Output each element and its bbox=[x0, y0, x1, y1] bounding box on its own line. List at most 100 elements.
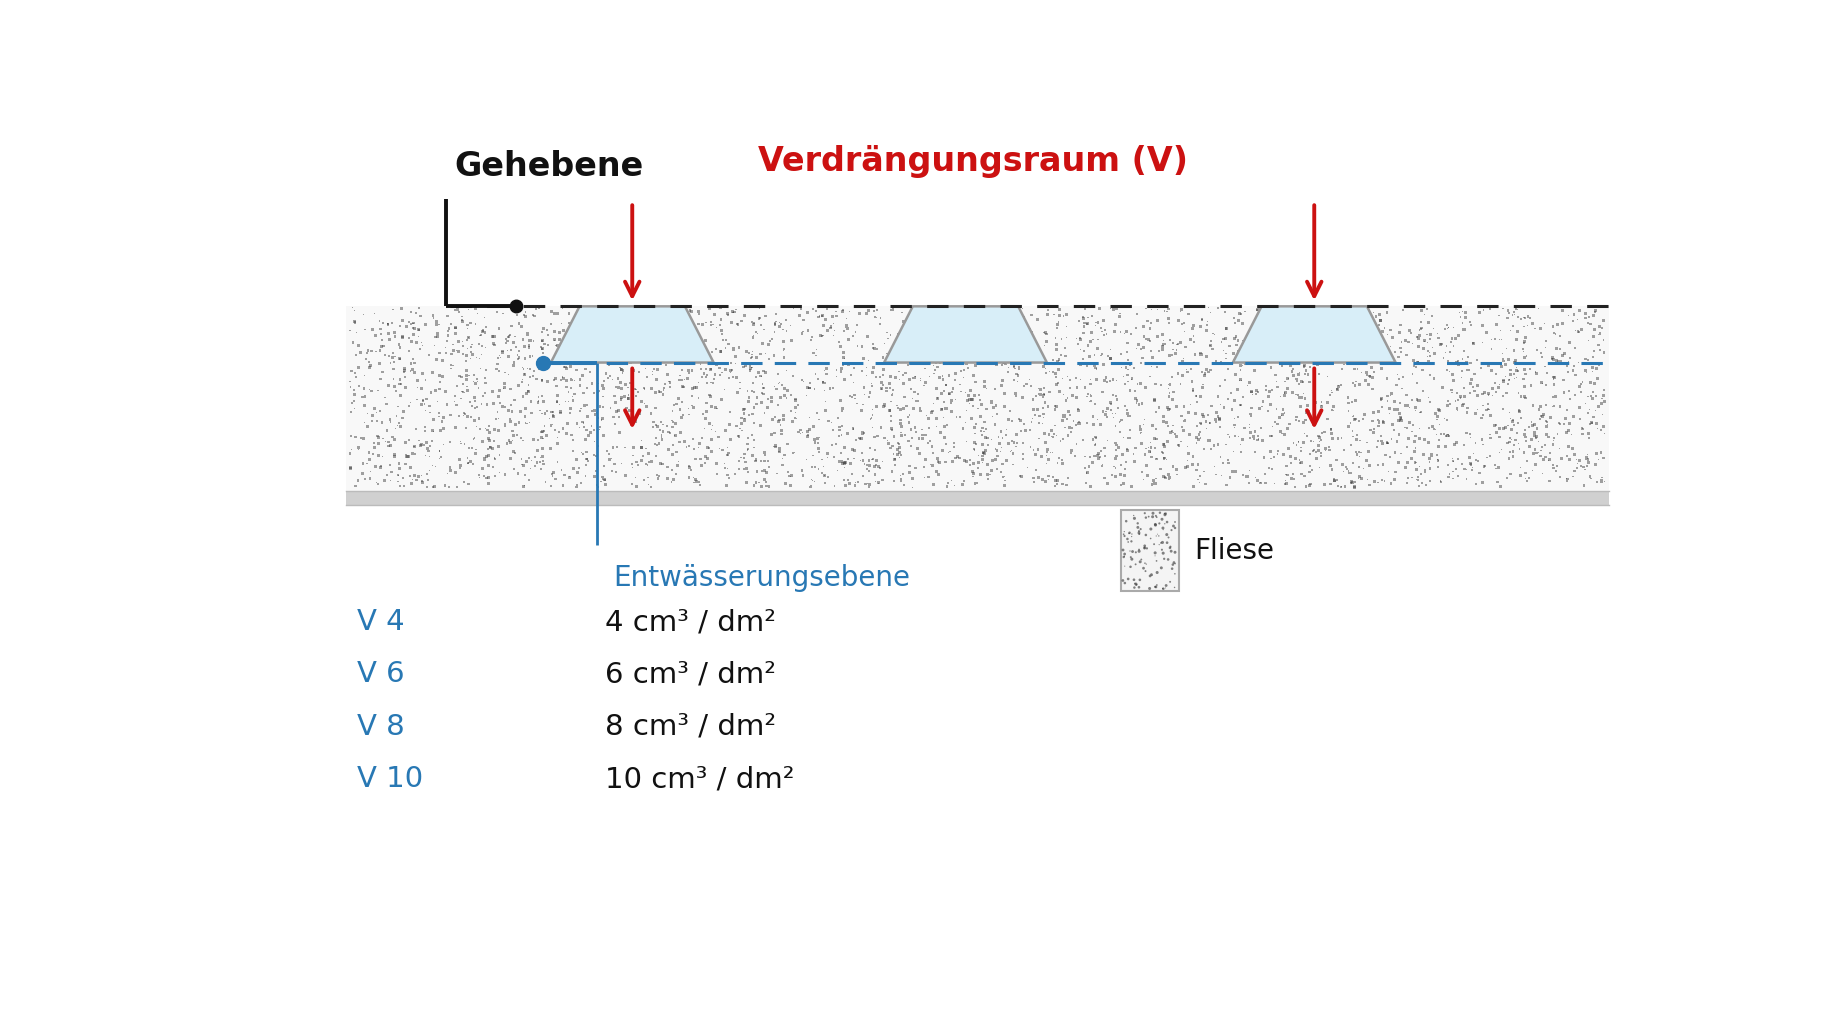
Point bbox=[1253, 402, 1282, 419]
Point bbox=[855, 389, 884, 406]
Point bbox=[941, 325, 970, 342]
Point bbox=[730, 449, 759, 465]
Point bbox=[447, 376, 477, 392]
Point bbox=[506, 319, 536, 335]
Point bbox=[1047, 347, 1077, 363]
Point bbox=[1188, 408, 1218, 424]
Point bbox=[1313, 424, 1342, 441]
Point bbox=[1084, 450, 1113, 466]
Point bbox=[1539, 391, 1568, 408]
Point bbox=[603, 453, 633, 470]
Point bbox=[809, 382, 838, 398]
Point bbox=[1062, 369, 1091, 386]
Point bbox=[801, 342, 831, 358]
Point bbox=[1067, 327, 1097, 344]
Point bbox=[1124, 541, 1154, 557]
Point bbox=[746, 453, 776, 470]
Point bbox=[550, 358, 580, 375]
Point bbox=[1286, 322, 1315, 338]
Point bbox=[684, 328, 713, 345]
Point bbox=[616, 370, 646, 387]
Point bbox=[1486, 376, 1515, 392]
Point bbox=[1100, 316, 1130, 332]
Point bbox=[556, 348, 585, 364]
Point bbox=[1073, 347, 1102, 363]
Point bbox=[512, 326, 541, 343]
Point bbox=[987, 423, 1016, 440]
Point bbox=[350, 434, 380, 451]
Point bbox=[365, 342, 394, 358]
Point bbox=[1082, 315, 1111, 331]
Point bbox=[1410, 461, 1440, 478]
Point bbox=[1519, 397, 1548, 414]
Point bbox=[1181, 443, 1210, 459]
Point bbox=[970, 443, 1000, 459]
Point bbox=[690, 365, 719, 382]
Point bbox=[644, 383, 673, 399]
Point bbox=[600, 346, 629, 362]
Point bbox=[884, 421, 913, 438]
Point bbox=[1141, 517, 1170, 534]
Point bbox=[1242, 300, 1271, 317]
Point bbox=[416, 438, 446, 454]
Point bbox=[1498, 437, 1528, 453]
Point bbox=[1159, 554, 1188, 571]
Point bbox=[1007, 321, 1036, 337]
FancyBboxPatch shape bbox=[1121, 511, 1179, 591]
Point bbox=[1064, 414, 1093, 430]
Point bbox=[1533, 301, 1563, 318]
Point bbox=[926, 424, 956, 441]
Point bbox=[904, 424, 934, 441]
Point bbox=[470, 404, 499, 420]
Point bbox=[752, 464, 781, 481]
Point bbox=[1152, 577, 1181, 593]
Point bbox=[387, 376, 416, 392]
Point bbox=[987, 474, 1016, 490]
Point bbox=[517, 352, 547, 368]
Point bbox=[552, 360, 581, 377]
Point bbox=[1442, 385, 1471, 401]
Point bbox=[1531, 411, 1561, 427]
Point bbox=[1350, 407, 1379, 423]
Point bbox=[1407, 326, 1436, 343]
Point bbox=[833, 311, 862, 327]
Point bbox=[363, 449, 392, 465]
Point bbox=[704, 366, 734, 383]
Point bbox=[708, 332, 737, 349]
Point bbox=[1216, 410, 1245, 426]
Point bbox=[706, 391, 735, 408]
Point bbox=[877, 327, 906, 344]
Point bbox=[359, 304, 389, 321]
Point bbox=[1082, 372, 1111, 388]
Point bbox=[1113, 430, 1143, 447]
Point bbox=[1124, 579, 1154, 595]
Point bbox=[1150, 450, 1179, 466]
Point bbox=[1144, 343, 1174, 359]
Point bbox=[627, 440, 657, 456]
Point bbox=[701, 399, 730, 416]
Point bbox=[363, 354, 392, 370]
Point bbox=[697, 375, 726, 391]
Point bbox=[1007, 429, 1036, 446]
Point bbox=[394, 431, 424, 448]
Point bbox=[1141, 461, 1170, 478]
Point bbox=[1016, 413, 1045, 429]
Point bbox=[572, 330, 602, 347]
Point bbox=[1377, 437, 1407, 453]
Point bbox=[1260, 325, 1289, 342]
Point bbox=[1315, 343, 1344, 359]
Point bbox=[1139, 505, 1168, 521]
Point bbox=[1128, 424, 1157, 441]
Point bbox=[1192, 413, 1221, 429]
Point bbox=[836, 367, 866, 384]
Point bbox=[937, 384, 967, 400]
Point bbox=[1440, 442, 1469, 458]
Point bbox=[614, 421, 644, 438]
Point bbox=[1387, 333, 1416, 350]
Point bbox=[710, 418, 739, 434]
Point bbox=[1475, 301, 1504, 318]
Point bbox=[633, 323, 662, 340]
Point bbox=[618, 328, 647, 345]
Point bbox=[1504, 310, 1533, 326]
Point bbox=[1221, 336, 1251, 353]
